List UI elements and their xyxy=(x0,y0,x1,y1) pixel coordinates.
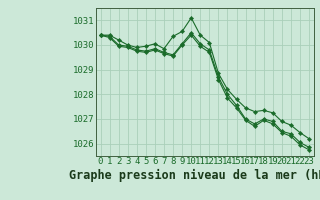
X-axis label: Graphe pression niveau de la mer (hPa): Graphe pression niveau de la mer (hPa) xyxy=(69,169,320,182)
